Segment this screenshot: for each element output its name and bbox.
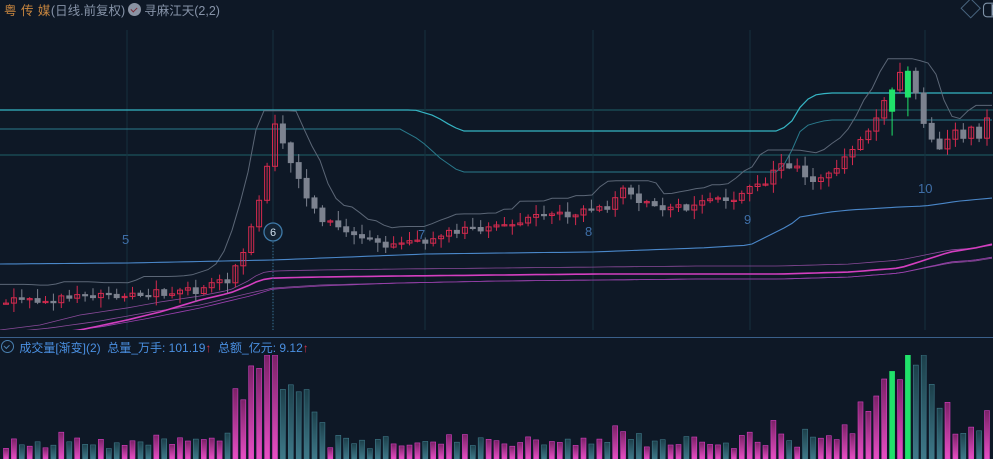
svg-text:5: 5	[122, 232, 129, 247]
svg-text:6: 6	[270, 227, 276, 239]
svg-text:10: 10	[918, 181, 932, 196]
svg-text:9: 9	[744, 212, 751, 227]
svg-text:8: 8	[585, 224, 592, 239]
